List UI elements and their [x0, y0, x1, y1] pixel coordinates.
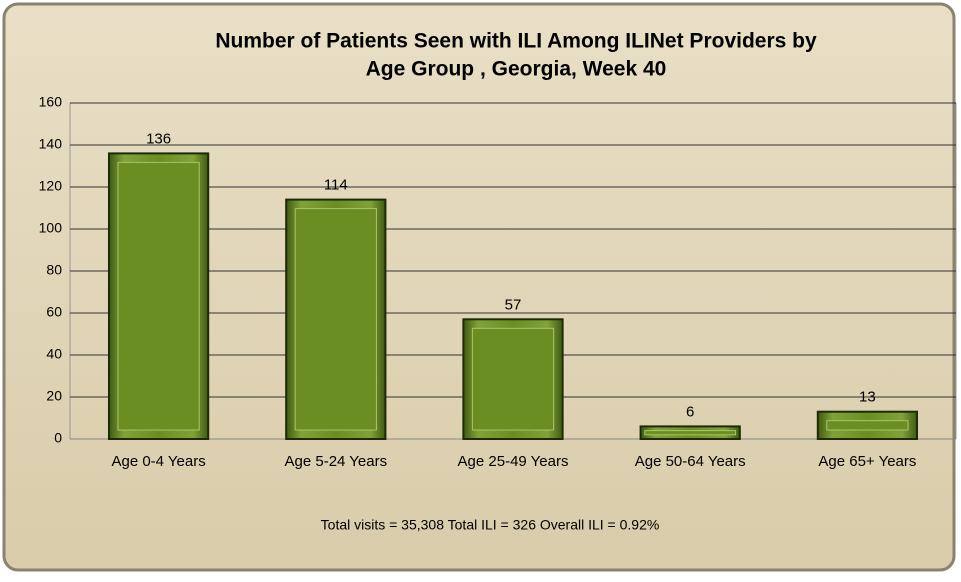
- chart-title: Number of Patients Seen with ILI Among I…: [215, 30, 817, 53]
- y-tick-label: 120: [39, 178, 63, 194]
- value-label: 6: [686, 403, 694, 420]
- y-tick-label: 100: [39, 220, 63, 236]
- x-tick-label: Age 65+ Years: [818, 453, 916, 470]
- bar-bevel: [294, 208, 377, 431]
- x-tick-label: Age 50-64 Years: [635, 453, 746, 470]
- y-tick-label: 140: [39, 136, 63, 152]
- y-tick-label: 60: [46, 304, 62, 320]
- bar-bevel: [644, 430, 737, 436]
- y-tick-label: 20: [46, 388, 62, 404]
- y-tick-label: 40: [46, 346, 62, 362]
- value-label: 136: [146, 130, 171, 147]
- value-label: 114: [324, 177, 348, 194]
- chart-title: Age Group , Georgia, Week 40: [366, 58, 667, 81]
- x-tick-label: Age 5-24 Years: [285, 453, 388, 470]
- bar-bevel: [471, 327, 555, 431]
- x-tick-label: Age 25-49 Years: [458, 453, 569, 470]
- bar-bevel: [826, 420, 909, 431]
- y-tick-label: 80: [46, 262, 62, 278]
- annotation: Total visits = 35,308 Total ILI = 326 Ov…: [321, 517, 660, 533]
- y-tick-label: 160: [39, 94, 63, 110]
- value-label: 13: [859, 389, 876, 406]
- value-label: 57: [505, 296, 522, 313]
- y-tick-label: 0: [54, 430, 62, 446]
- bar-bevel: [117, 161, 200, 431]
- x-tick-label: Age 0-4 Years: [111, 453, 205, 470]
